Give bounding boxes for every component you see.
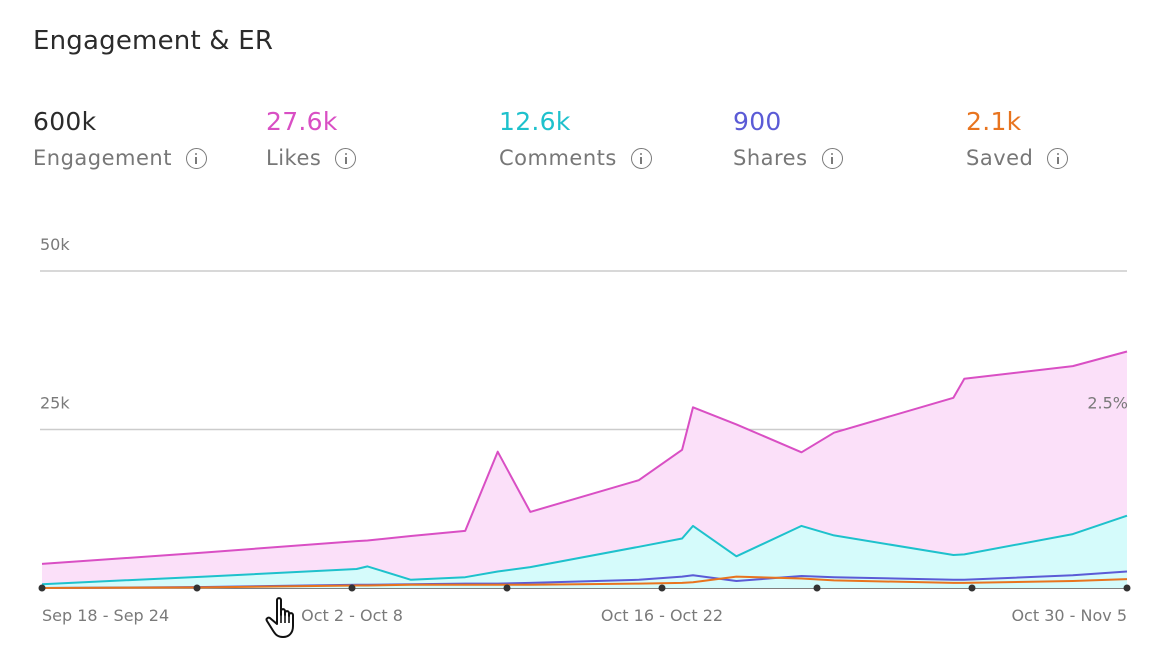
y-tick-label: 50k	[40, 235, 70, 254]
metric-engagement: 600k Engagement	[33, 106, 207, 170]
right-axis-label: 2.5%	[1087, 394, 1128, 413]
metric-comments-label: Comments	[499, 146, 617, 170]
metric-saved: 2.1k Saved	[966, 106, 1069, 170]
metric-shares: 900 Shares	[733, 106, 843, 170]
metric-comments: 12.6k Comments	[499, 106, 652, 170]
x-tick-dot	[193, 584, 201, 592]
series-line-comments[interactable]	[41, 514, 1128, 586]
x-tick-dot	[348, 584, 356, 592]
x-tick-dot	[503, 584, 511, 592]
x-tick-dot	[968, 584, 976, 592]
metric-shares-value: 900	[733, 107, 782, 136]
metric-shares-label: Shares	[733, 146, 808, 170]
metric-engagement-label: Engagement	[33, 146, 172, 170]
metric-comments-value: 12.6k	[499, 107, 571, 136]
series-area-likes	[42, 351, 1127, 588]
x-tick-dot	[38, 584, 46, 592]
y-tick-label: 25k	[40, 394, 70, 413]
metric-likes-label: Likes	[266, 146, 322, 170]
metric-engagement-value: 600k	[33, 107, 97, 136]
x-tick-dot	[658, 584, 666, 592]
series-area-comments	[42, 515, 1127, 588]
info-icon[interactable]	[630, 147, 652, 169]
hand-cursor-icon	[265, 597, 294, 638]
chart-title: Engagement & ER	[33, 26, 274, 56]
x-tick-dot	[813, 584, 821, 592]
x-tick-label: Oct 2 - Oct 8	[301, 606, 403, 625]
x-tick-label: Oct 16 - Oct 22	[601, 606, 723, 625]
metric-saved-label: Saved	[966, 146, 1034, 170]
info-icon[interactable]	[185, 147, 207, 169]
x-tick-dot	[1123, 584, 1131, 592]
metric-likes-value: 27.6k	[266, 107, 338, 136]
metric-likes: 27.6k Likes	[266, 106, 357, 170]
series-line-likes[interactable]	[41, 350, 1128, 565]
metric-saved-value: 2.1k	[966, 107, 1022, 136]
x-tick-label: Sep 18 - Sep 24	[42, 606, 169, 625]
info-icon[interactable]	[1047, 147, 1069, 169]
x-tick-label: Oct 30 - Nov 5	[1011, 606, 1127, 625]
info-icon[interactable]	[821, 147, 843, 169]
info-icon[interactable]	[335, 147, 357, 169]
series-line-saved[interactable]	[41, 575, 1128, 589]
